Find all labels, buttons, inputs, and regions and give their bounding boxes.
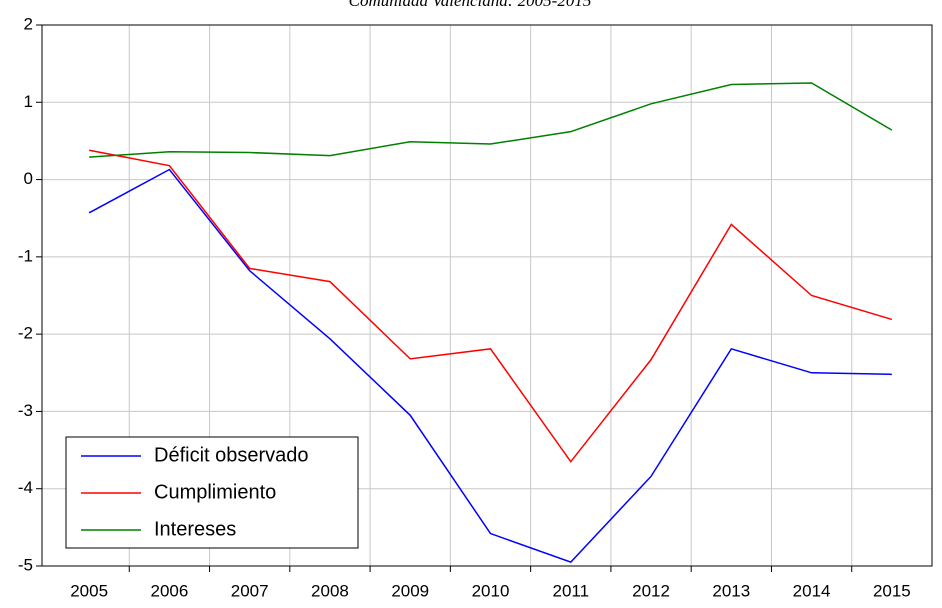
x-tick-label: 2008 bbox=[311, 581, 349, 600]
x-tick-label: 2015 bbox=[873, 581, 911, 600]
x-tick-label: 2009 bbox=[391, 581, 429, 600]
plot-frame bbox=[41, 24, 933, 567]
x-tick-label: 2013 bbox=[712, 581, 750, 600]
series-line bbox=[88, 149, 893, 463]
chart-title: Comunidad Valenciana: 2005-2015 bbox=[349, 0, 592, 10]
y-tick-label: 2 bbox=[24, 14, 33, 33]
y-tick-label: -5 bbox=[18, 555, 33, 574]
legend-label: Cumplimiento bbox=[154, 481, 276, 503]
series-line bbox=[88, 168, 892, 564]
y-tick-label: -3 bbox=[18, 401, 33, 420]
x-tick-label: 2007 bbox=[231, 581, 269, 600]
x-tick-label: 2011 bbox=[552, 581, 589, 600]
y-tick-label: -1 bbox=[18, 246, 33, 265]
x-tick-label: 2010 bbox=[472, 581, 510, 600]
legend-label: Déficit observado bbox=[154, 444, 309, 466]
legend-label: Intereses bbox=[154, 518, 236, 540]
series-line bbox=[89, 82, 893, 158]
x-tick-label: 2012 bbox=[632, 581, 670, 600]
y-tick-label: -2 bbox=[18, 324, 33, 343]
y-tick-label: 0 bbox=[24, 169, 33, 188]
y-tick-label: 1 bbox=[24, 92, 33, 111]
x-tick-label: 2014 bbox=[793, 581, 831, 600]
x-tick-label: 2005 bbox=[70, 581, 108, 600]
y-tick-label: -4 bbox=[18, 478, 33, 497]
x-tick-label: 2006 bbox=[150, 581, 188, 600]
